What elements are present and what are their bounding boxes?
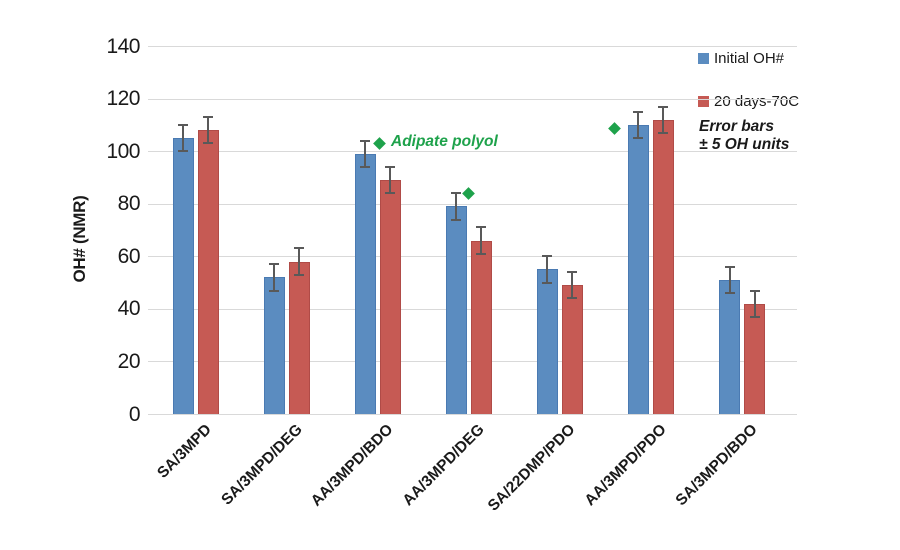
error-bar-cap [451,218,462,221]
gridline [148,98,797,100]
error-bar [389,166,392,194]
y-tick-label: 80 [117,192,141,216]
error-bar-cap [203,116,213,118]
error-bar-cap [749,315,760,318]
x-tick-label: SA/3MPD/BDO [672,421,762,510]
gridline [148,203,797,205]
y-tick-label: 120 [106,87,140,111]
error-bar-cap [476,226,487,229]
error-bar [753,290,756,317]
gridline [148,46,797,47]
error-bar [480,227,483,254]
error-bar-cap [269,289,280,292]
error-bar-cap [749,289,760,292]
adipate-polyol-label: Adipate polyol [391,133,498,150]
adipate-diamond-icon [608,122,622,136]
legend-swatch-initial-oh [698,53,709,64]
y-tick-label: 100 [106,139,140,163]
error-bar-cap [633,110,644,113]
bar-20days [744,303,765,414]
error-bar [455,193,458,220]
bar-initial-oh [536,269,558,414]
legend-item-20days: 20 days-70C [698,93,799,110]
bar-20days [197,130,219,414]
y-tick-label: 0 [128,402,141,426]
bar-initial-oh [445,206,467,414]
error-bar-cap [385,192,396,195]
error-bar-cap [360,139,371,142]
error-bar [546,256,549,283]
bar-initial-oh [719,279,740,414]
error-bar [364,140,367,167]
y-tick-label: 60 [117,244,141,268]
legend-label-initial-oh: Initial OH# [714,50,785,67]
error-bar [207,117,209,144]
adipate-diamond-icon [373,136,387,150]
error-bar-cap [294,273,305,276]
error-bar-cap [385,165,396,168]
error-bar-cap [269,263,280,266]
legend-swatch-20days [698,96,709,107]
error-bar-cap [203,142,213,145]
error-bar-cap [178,123,188,126]
x-tick-label: SA/22DMP/PDO [485,421,579,515]
error-bar [571,272,574,299]
error-bar-cap [724,292,735,295]
bar-initial-oh [172,138,194,414]
bar-initial-oh [354,153,376,414]
error-bar-cap [294,247,305,250]
error-bar [298,248,301,275]
error-bar-cap [567,271,578,274]
error-bar-cap [451,192,462,195]
bar-20days [470,240,492,414]
y-tick-label: 40 [117,297,141,321]
bar-initial-oh [263,277,285,414]
bar-initial-oh [627,124,649,414]
error-bar-cap [658,105,669,108]
error-bar-cap [476,252,487,255]
error-bars-note-line2: ± 5 OH units [699,136,790,154]
x-tick-label: AA/3MPD/PDO [581,421,670,510]
error-bar-cap [567,297,578,300]
adipate-diamond-icon [462,186,476,200]
error-bar [662,106,665,133]
error-bar-cap [178,150,188,153]
error-bar-cap [542,281,553,284]
error-bar-cap [360,165,371,168]
error-bar [728,266,731,294]
bar-20days [652,119,674,414]
gridline [148,414,797,415]
error-bar-cap [542,255,553,258]
x-tick-label: AA/3MPD/BDO [307,421,397,510]
error-bar [182,124,184,152]
y-tick-label: 140 [106,34,140,58]
error-bar [273,264,276,291]
error-bar-cap [658,131,669,134]
x-tick-label: SA/3MPD/DEG [218,421,306,509]
error-bars-note: Error bars ± 5 OH units [699,118,789,155]
bar-20days [379,180,401,414]
x-tick-label: AA/3MPD/DEG [399,421,488,510]
legend-label-20days: 20 days-70C [714,93,800,110]
bar-20days [288,261,310,414]
error-bar [637,111,640,138]
error-bar-cap [633,137,644,139]
gridline [148,151,797,153]
bar-20days [561,285,583,414]
legend-item-initial-oh: Initial OH# [698,50,784,67]
y-axis-title: OH# (NMR) [70,195,89,283]
error-bars-note-line1: Error bars [699,118,774,135]
error-bar-cap [724,265,735,268]
x-tick-label: SA/3MPD [153,421,215,482]
y-tick-label: 20 [117,349,141,373]
